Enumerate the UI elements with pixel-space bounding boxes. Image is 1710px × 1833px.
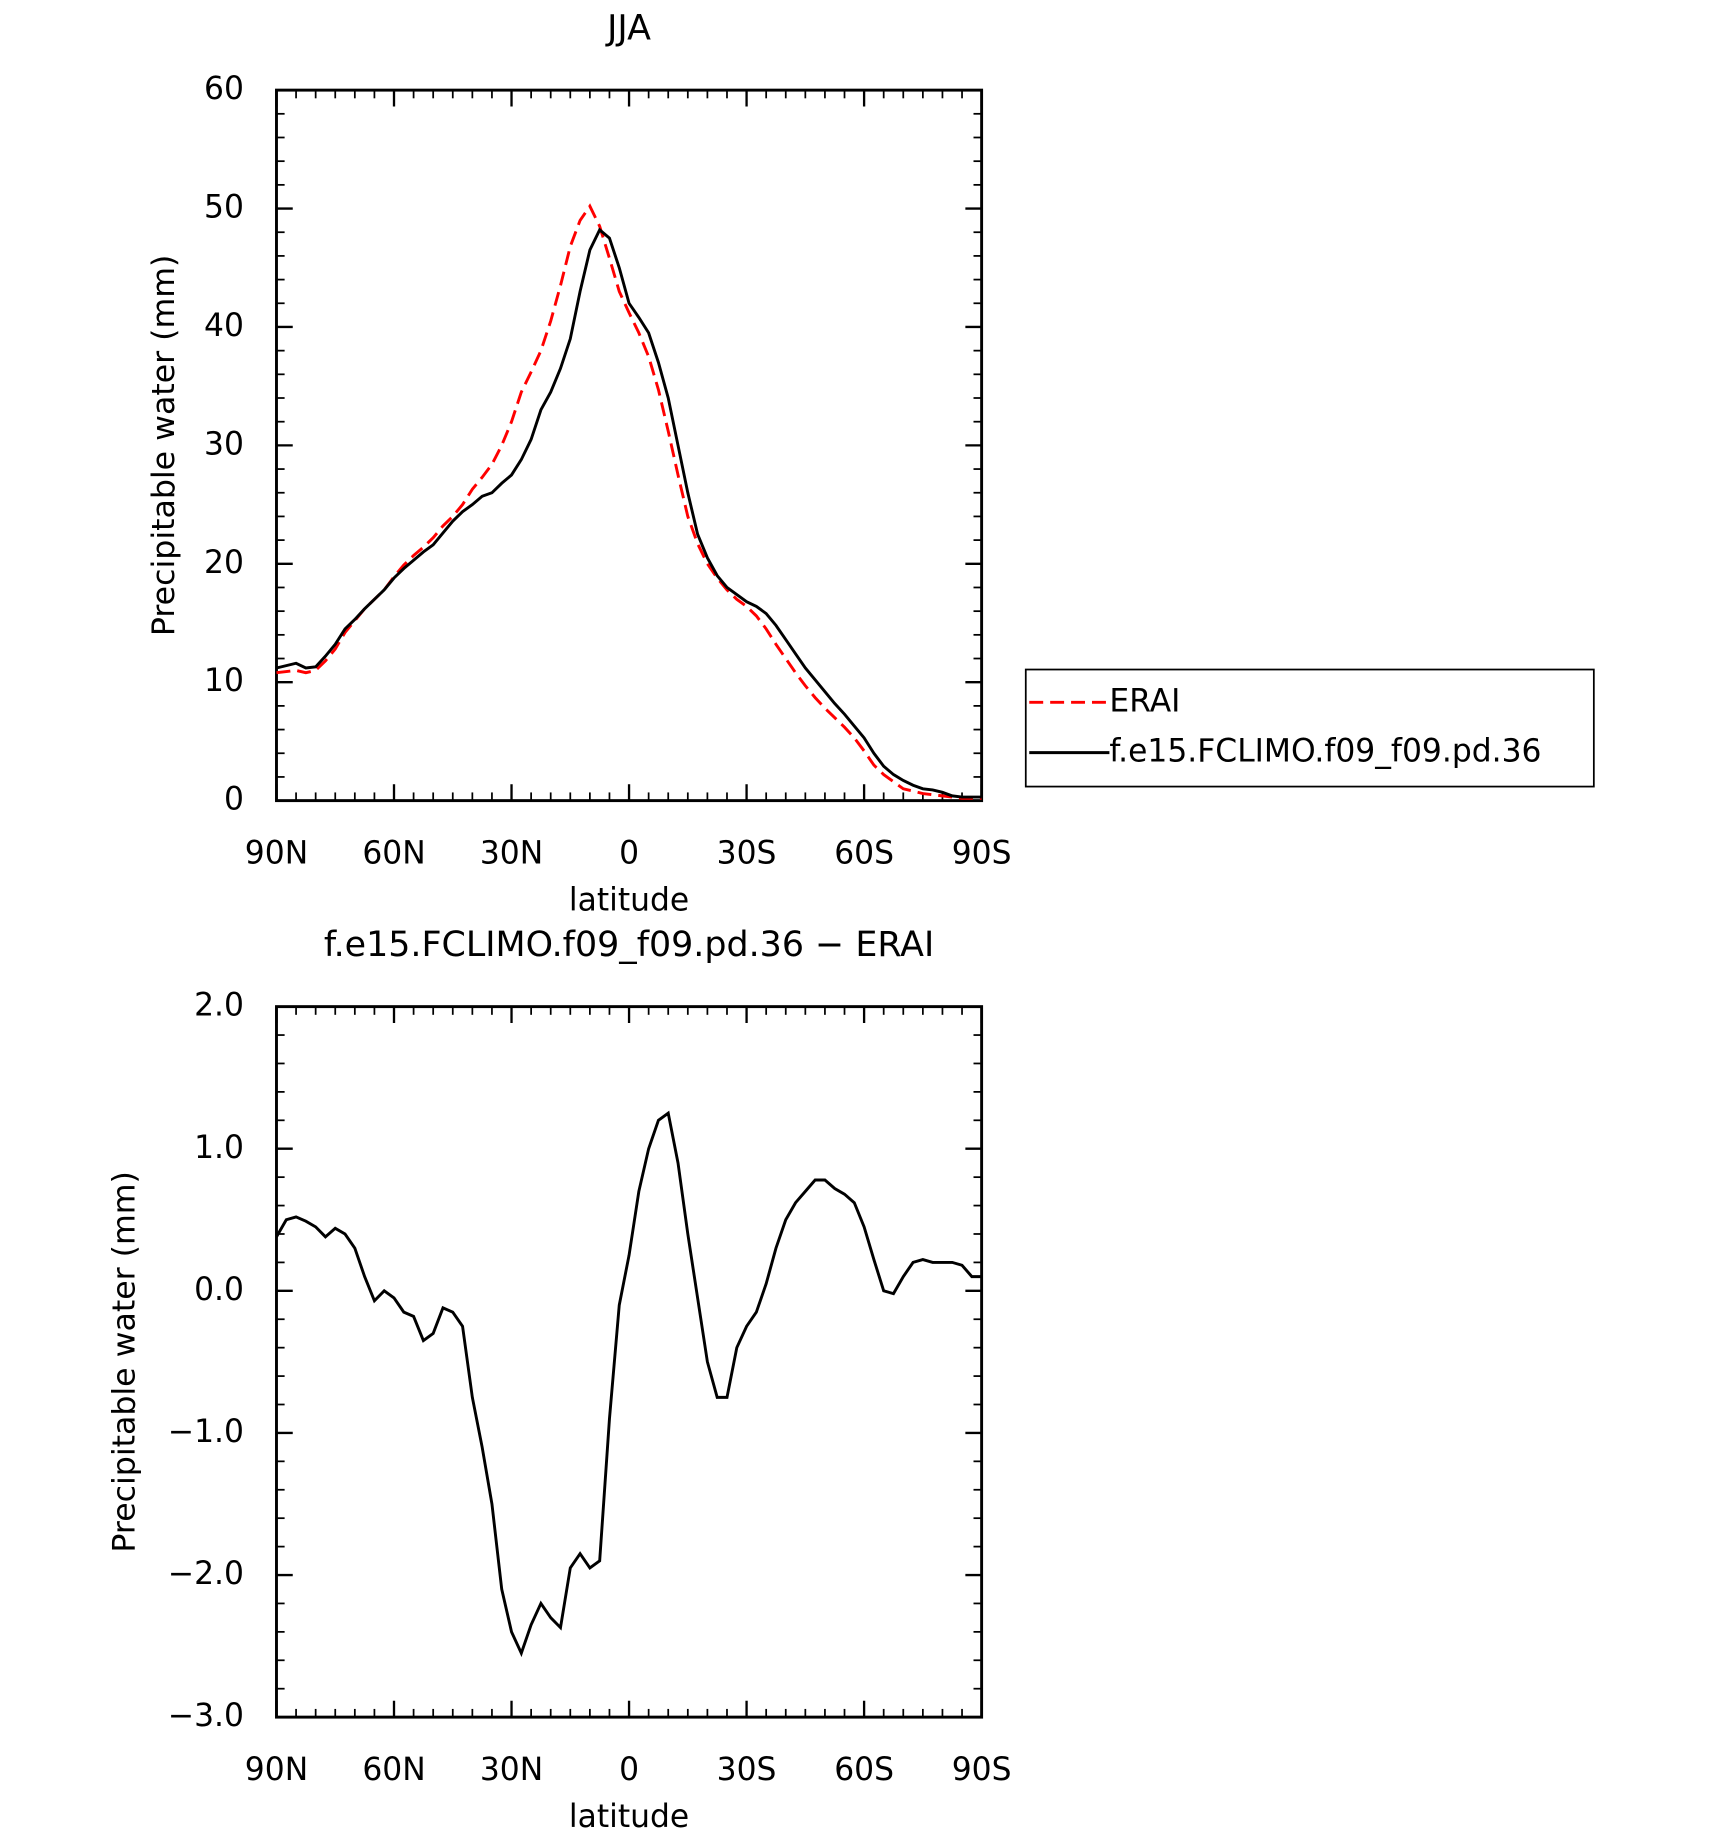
y-tick-label: 0 — [224, 782, 244, 818]
x-tick-label: 60N — [362, 835, 425, 871]
y-tick-label: 30 — [204, 426, 244, 462]
y-tick-label: 40 — [204, 308, 244, 344]
x-tick-label: 60N — [362, 1752, 425, 1788]
y-tick-label: 0.0 — [194, 1272, 244, 1308]
x-tick-label: 30N — [480, 835, 543, 871]
legend-label: ERAI — [1109, 683, 1180, 719]
legend-box — [1024, 668, 1595, 788]
chart-title: JJA — [605, 8, 651, 48]
x-tick-label: 90S — [952, 1752, 1012, 1788]
x-tick-label: 30S — [717, 835, 777, 871]
y-tick-label: 20 — [204, 545, 244, 581]
x-tick-label: 0 — [619, 835, 639, 871]
x-tick-label: 90N — [245, 835, 308, 871]
y-tick-label: −3.0 — [168, 1698, 244, 1734]
y-axis-label: Precipitable water (mm) — [146, 255, 182, 636]
x-tick-label: 0 — [619, 1752, 639, 1788]
x-tick-label: 60S — [834, 835, 894, 871]
data-line — [276, 203, 982, 800]
y-tick-label: 1.0 — [194, 1130, 244, 1166]
y-tick-label: 50 — [204, 189, 244, 225]
x-tick-label: 90N — [245, 1752, 308, 1788]
legend-label: f.e15.FCLIMO.f09_f09.pd.36 — [1109, 734, 1541, 770]
y-axis-label: Precipitable water (mm) — [107, 1171, 143, 1552]
x-tick-label: 30S — [717, 1752, 777, 1788]
y-tick-label: −2.0 — [168, 1556, 244, 1592]
x-tick-label: 60S — [834, 1752, 894, 1788]
data-line — [276, 227, 982, 799]
y-tick-label: 2.0 — [194, 988, 244, 1024]
x-tick-label: 30N — [480, 1752, 543, 1788]
chart-title: f.e15.FCLIMO.f09_f09.pd.36 − ERAI — [324, 925, 934, 965]
y-tick-label: −1.0 — [168, 1414, 244, 1450]
x-axis-label: latitude — [569, 1799, 689, 1833]
y-tick-label: 60 — [204, 71, 244, 107]
x-tick-label: 90S — [952, 835, 1012, 871]
y-tick-label: 10 — [204, 663, 244, 699]
plot-frame — [275, 1005, 984, 1719]
data-line — [275, 1110, 982, 1658]
x-axis-label: latitude — [569, 882, 689, 918]
plot-frame — [275, 88, 984, 803]
